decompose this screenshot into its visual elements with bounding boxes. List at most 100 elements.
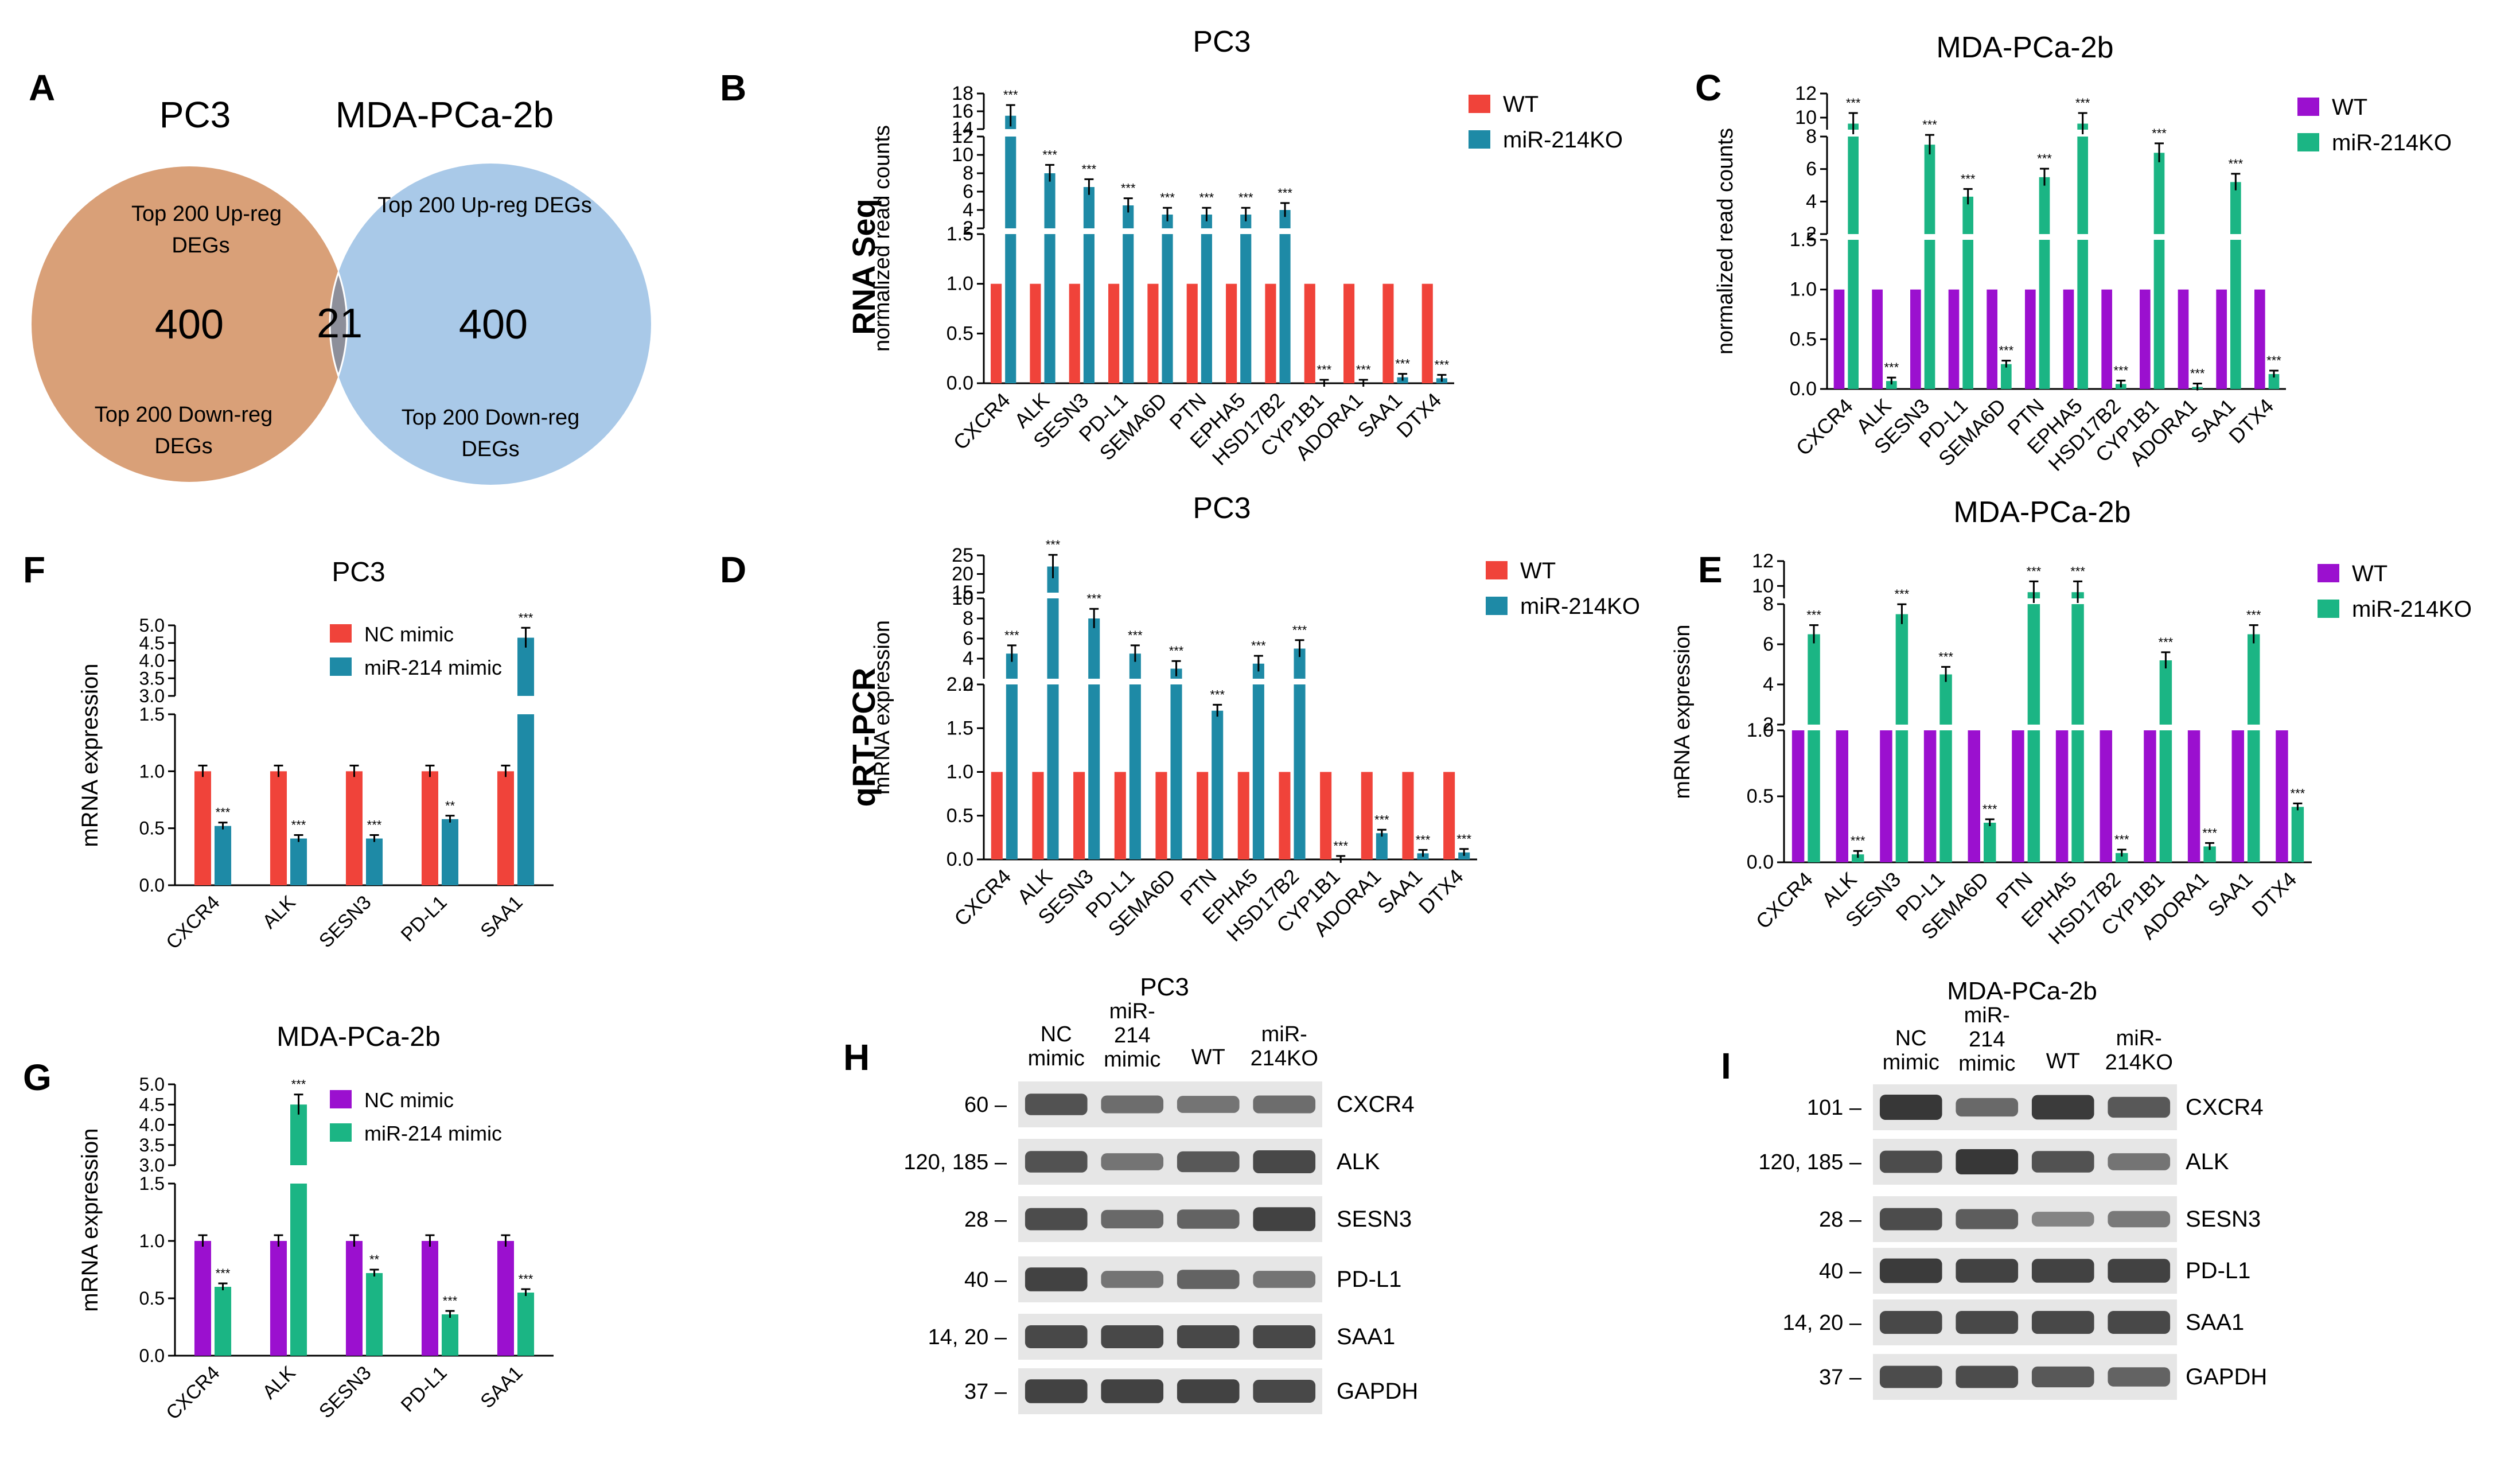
- significance-label: ***: [1292, 623, 1307, 637]
- lane-label: NC: [1041, 1022, 1072, 1046]
- y-tick-label: 1.0: [1747, 719, 1774, 741]
- legend-label: miR-214 mimic: [364, 1122, 502, 1145]
- protein-band: [1025, 1267, 1088, 1291]
- protein-band: [1101, 1095, 1164, 1114]
- bar: [194, 1241, 211, 1356]
- protein-label: ALK: [1337, 1149, 1380, 1174]
- significance-label: ***: [1416, 832, 1431, 847]
- bar: [1880, 730, 1892, 862]
- y-tick-label: 8: [1806, 126, 1817, 147]
- y-tick-label: 4.5: [139, 633, 165, 653]
- significance-label: ***: [443, 1294, 458, 1308]
- blot-title: MDA-PCa-2b: [1947, 977, 2097, 1005]
- bar: [1791, 730, 1805, 862]
- bar: [1939, 674, 1952, 862]
- bar: [442, 1314, 459, 1356]
- lane-label: mimic: [1028, 1046, 1085, 1071]
- significance-label: **: [369, 1252, 380, 1267]
- bar: [2276, 730, 2288, 862]
- bar: [2159, 660, 2172, 862]
- significance-label: ***: [1238, 190, 1253, 205]
- bar: [1836, 730, 1848, 862]
- axis-break-gap: [1251, 679, 1265, 684]
- y-tick-label: 14: [952, 118, 973, 140]
- axis-break-gap: [1199, 228, 1213, 234]
- bar: [1252, 663, 1264, 859]
- significance-label: ***: [2114, 832, 2129, 847]
- y-tick-label: 4: [1806, 190, 1817, 212]
- y-tick-label: 4: [963, 199, 973, 221]
- bar: [1402, 772, 1414, 859]
- bar: [421, 1241, 438, 1356]
- y-tick-label: 1.0: [947, 761, 973, 783]
- bar: [1069, 283, 1080, 383]
- bar: [1073, 772, 1085, 859]
- panel-letter-f: F: [23, 549, 45, 590]
- y-tick-label: 0.5: [947, 805, 973, 827]
- bar: [2230, 182, 2241, 389]
- protein-label: SESN3: [2186, 1207, 2261, 1232]
- protein-band: [1956, 1098, 2019, 1117]
- bar: [2101, 289, 2112, 389]
- axis-break-gap: [2246, 725, 2261, 730]
- bar: [1237, 772, 1249, 859]
- significance-label: ***: [1395, 357, 1410, 371]
- bar: [1343, 283, 1355, 383]
- bar: [2001, 364, 2012, 389]
- axis-break-gap: [1004, 228, 1018, 234]
- y-tick-label: 10: [1795, 107, 1817, 129]
- lane-label: miR-: [1964, 1003, 2010, 1028]
- protein-band: [1101, 1153, 1164, 1170]
- protein-band: [2031, 1095, 2094, 1120]
- y-tick-label: 1.5: [139, 1173, 165, 1194]
- protein-band: [2031, 1212, 2094, 1227]
- significance-label: ***: [1199, 190, 1214, 205]
- bar: [1968, 730, 1980, 862]
- significance-label: ***: [2113, 363, 2128, 378]
- bar: [270, 771, 287, 885]
- bar: [1044, 173, 1055, 383]
- bar: [1162, 215, 1173, 383]
- y-tick-label: 12: [952, 126, 973, 147]
- significance-label: ***: [1356, 363, 1371, 377]
- legend-swatch: [2297, 133, 2319, 151]
- bar: [421, 771, 438, 885]
- bar: [1984, 823, 1996, 862]
- y-tick-label: 0.0: [139, 1345, 165, 1366]
- lane-label: mimic: [1958, 1052, 2015, 1076]
- significance-label: ***: [1456, 832, 1471, 846]
- x-tick-label: SAA1: [1353, 388, 1407, 442]
- bar: [1114, 772, 1126, 859]
- bar: [1197, 772, 1209, 859]
- chart-title: MDA-PCa-2b: [276, 1022, 440, 1052]
- y-tick-label: 6: [963, 181, 973, 203]
- protein-label: PD-L1: [1337, 1267, 1401, 1292]
- bar: [517, 637, 535, 885]
- bar: [2268, 374, 2280, 389]
- significance-label: ***: [1938, 649, 1953, 664]
- significance-label: ***: [1160, 190, 1175, 205]
- bar: [1083, 187, 1095, 383]
- significance-label: ***: [1961, 172, 1976, 186]
- y-axis-label: normalized read counts: [1713, 128, 1738, 355]
- bar: [1320, 772, 1332, 859]
- significance-label: ***: [216, 805, 231, 820]
- chart-title: MDA-PCa-2b: [1936, 31, 2113, 64]
- bar: [194, 771, 211, 885]
- axis-break-gap: [2152, 234, 2166, 240]
- bar: [1088, 618, 1100, 859]
- significance-label: ***: [2027, 564, 2042, 578]
- significance-label: ***: [1806, 608, 1821, 622]
- legend-swatch: [2297, 98, 2319, 116]
- significance-label: ***: [216, 1266, 231, 1281]
- legend-swatch: [2318, 600, 2339, 618]
- y-tick-label: 8: [963, 608, 973, 629]
- bar: [1924, 145, 1935, 389]
- chart-c-mda-rnaseq: MDA-PCa-2b normalized read counts 0.0 0.5 1.…: [1713, 31, 2452, 476]
- axis-break-gap: [1847, 234, 1860, 240]
- legend-swatch: [1469, 130, 1490, 149]
- significance-label: ***: [1251, 639, 1266, 653]
- bar: [2178, 289, 2189, 389]
- protein-band: [1101, 1209, 1164, 1229]
- bar: [1962, 196, 1973, 389]
